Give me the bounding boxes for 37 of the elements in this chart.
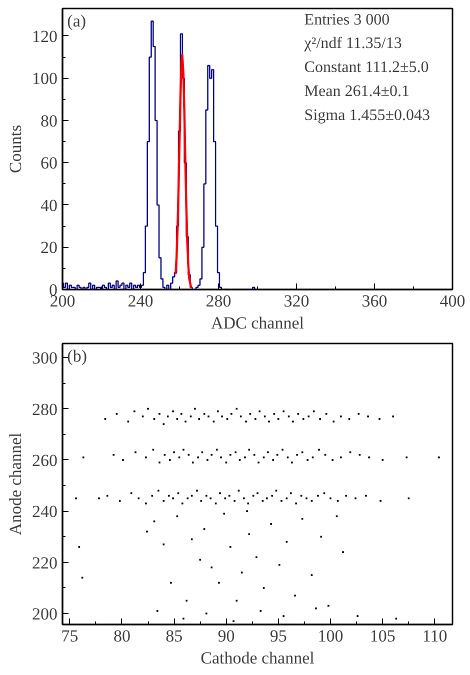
y-tick-label: 280	[32, 400, 58, 419]
annotation: (b)	[67, 346, 88, 366]
y-axis-title: Counts	[6, 124, 25, 174]
x-axis-title: ADC channel	[211, 314, 304, 332]
x-tick-label: 100	[318, 626, 344, 646]
x-tick-label: 80	[113, 626, 130, 646]
x-tick-label: 95	[270, 626, 287, 646]
y-tick-label: 200	[32, 604, 58, 624]
line-series	[174, 53, 192, 290]
annotation: χ²/ndf 11.35/13	[303, 35, 402, 52]
y-tick-label: 20	[40, 238, 58, 258]
annotation: Constant 111.2±5.0	[304, 59, 429, 76]
y-tick-label: 100	[32, 69, 58, 88]
y-tick-label: 80	[40, 111, 58, 130]
annotation: Sigma 1.455±0.043	[304, 106, 430, 124]
x-tick-label: 360	[362, 292, 388, 310]
x-tick-label: 75	[61, 626, 78, 646]
y-tick-label: 240	[32, 502, 58, 522]
y-axis-title: Anode channel	[6, 432, 25, 536]
x-tick-label: 110	[422, 626, 448, 646]
x-tick-label: 85	[166, 626, 183, 646]
y-tick-label: 260	[32, 450, 58, 470]
x-tick-label: 320	[284, 292, 310, 310]
y-tick-label: 40	[40, 196, 58, 215]
x-tick-label: 280	[206, 292, 232, 310]
x-axis-title: Cathode channel	[200, 648, 315, 668]
annotation: Entries 3 000	[304, 11, 390, 28]
annotation: Mean 261.4±0.1	[304, 82, 410, 100]
x-tick-label: 400	[440, 292, 466, 310]
y-tick-label: 60	[40, 154, 58, 173]
x-tick-label: 105	[370, 626, 396, 646]
y-tick-label: 220	[32, 553, 58, 572]
y-tick-label: 300	[32, 348, 58, 368]
x-tick-label: 240	[128, 292, 154, 310]
annotation: (a)	[67, 11, 86, 30]
x-tick-label: 90	[218, 626, 235, 646]
y-tick-label: 120	[32, 26, 58, 46]
